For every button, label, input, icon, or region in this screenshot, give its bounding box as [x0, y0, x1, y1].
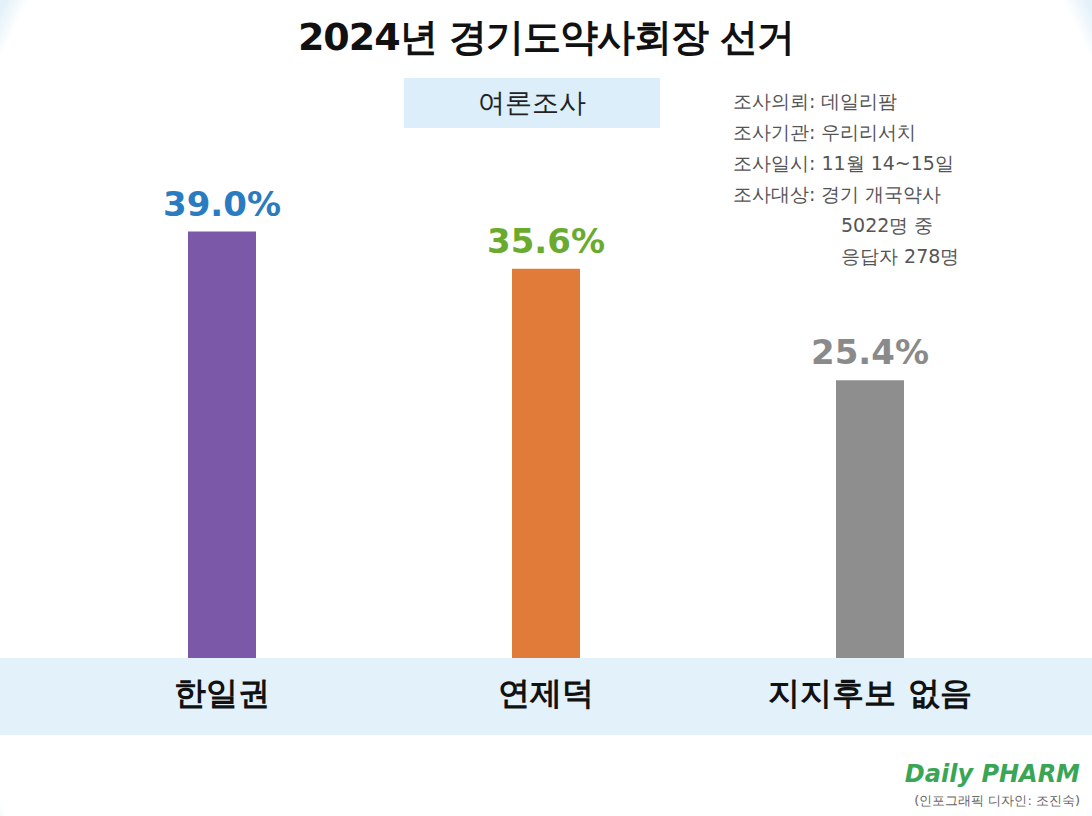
svg-text:한일권: 한일권	[174, 674, 270, 712]
html-text:조사의뢰: 데일리팜: 조사의뢰: 데일리팜	[733, 90, 898, 112]
html-text:Daily PHARM: Daily PHARM	[904, 760, 1080, 788]
html-text:조사일시: 11월 14~15일: 조사일시: 11월 14~15일	[733, 152, 954, 174]
html-text:응답자 278명: 응답자 278명	[841, 245, 960, 267]
html-text:5022명 중: 5022명 중	[841, 214, 934, 236]
html-text:여론조사: 여론조사	[478, 87, 586, 118]
html-text:조사대상: 경기 개국약사: 조사대상: 경기 개국약사	[733, 183, 942, 205]
svg-text:25.4%: 25.4%	[811, 332, 929, 372]
svg-text:35.6%: 35.6%	[487, 221, 605, 261]
html-text:조사기관: 우리리서치: 조사기관: 우리리서치	[733, 121, 917, 143]
html-text:(인포그래픽 디자인: 조진숙): (인포그래픽 디자인: 조진숙)	[914, 793, 1080, 808]
svg-text:39.0%: 39.0%	[163, 184, 281, 224]
html-text:2024년 경기도약사회장 선거: 2024년 경기도약사회장 선거	[297, 15, 795, 59]
svg-text:지지후보 없음: 지지후보 없음	[768, 674, 971, 712]
svg-text:연제덕: 연제덕	[498, 674, 594, 712]
